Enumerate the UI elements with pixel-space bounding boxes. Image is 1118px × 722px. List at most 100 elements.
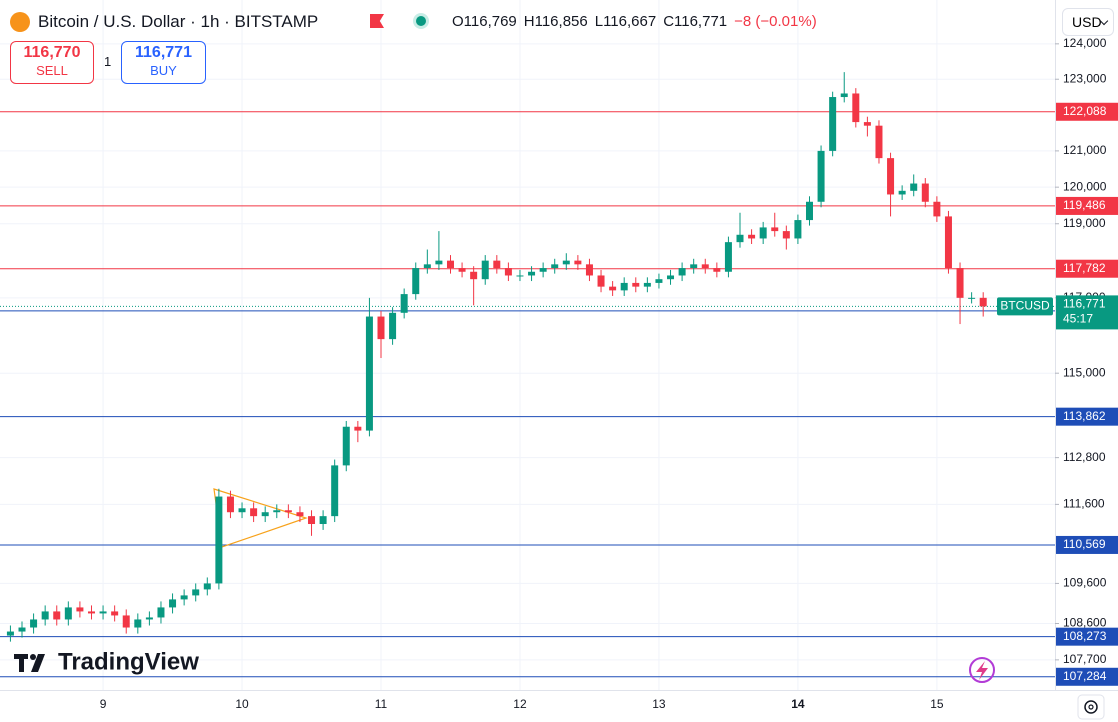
candle-body bbox=[782, 231, 790, 239]
logo-mark bbox=[30, 654, 36, 660]
symbol-label: BTCUSD bbox=[1000, 299, 1050, 313]
last-price-badge bbox=[1056, 295, 1118, 330]
candle-body bbox=[215, 496, 223, 584]
y-tick-label: 121,000 bbox=[1063, 143, 1107, 157]
grid-layer bbox=[0, 0, 1055, 690]
candle-body bbox=[169, 599, 177, 608]
candle-body bbox=[41, 611, 49, 620]
candle-body bbox=[412, 268, 420, 295]
candle-body bbox=[528, 271, 536, 276]
candle-body bbox=[389, 312, 397, 340]
candle-body bbox=[516, 275, 524, 277]
settings-gear-center[interactable] bbox=[1088, 704, 1094, 710]
level-layer bbox=[0, 111, 1055, 678]
logo-text: TradingView bbox=[58, 648, 199, 675]
spread: 1 bbox=[104, 54, 112, 69]
candle-body bbox=[99, 611, 107, 614]
candle-body bbox=[145, 617, 153, 620]
buy-button[interactable]: 116,771 BUY bbox=[121, 41, 206, 84]
currency-label[interactable]: USD bbox=[1072, 14, 1102, 30]
y-tick-label: 109,600 bbox=[1063, 576, 1107, 590]
y-tick-label: 124,000 bbox=[1063, 36, 1107, 50]
ohlc-item: C116,771 bbox=[663, 13, 728, 30]
candle-body bbox=[111, 611, 119, 616]
candle-body bbox=[64, 607, 72, 620]
candle-body bbox=[609, 286, 617, 291]
candle-body bbox=[157, 607, 165, 618]
candle-body bbox=[620, 282, 628, 291]
candle-body bbox=[678, 268, 686, 276]
candle-body bbox=[423, 264, 431, 269]
candle-body bbox=[643, 282, 651, 287]
axis-layer: 124,000123,000121,000120,000119,000117,0… bbox=[100, 36, 1118, 711]
settings-icon[interactable] bbox=[1077, 694, 1105, 720]
y-tick-label: 107,700 bbox=[1063, 652, 1107, 666]
candle-body bbox=[887, 158, 895, 195]
candle-body bbox=[493, 260, 501, 269]
settings-button[interactable] bbox=[1077, 694, 1105, 720]
candle-body bbox=[667, 275, 675, 280]
candle-body bbox=[354, 426, 362, 431]
candle-body bbox=[724, 242, 732, 272]
x-tick-label: 10 bbox=[235, 697, 249, 711]
y-tick-label: 111,600 bbox=[1063, 497, 1105, 511]
candle-body bbox=[921, 183, 929, 202]
ohlc-item: L116,667 bbox=[594, 13, 657, 30]
candle-body bbox=[53, 611, 61, 620]
candle-body bbox=[365, 316, 373, 431]
candle-body bbox=[342, 426, 350, 466]
candle-body bbox=[968, 297, 976, 299]
buy-price[interactable]: 116,771 bbox=[135, 44, 192, 61]
symbol-title[interactable]: Bitcoin / U.S. Dollar · 1h · BITSTAMP bbox=[38, 12, 319, 31]
flag-icon[interactable] bbox=[370, 14, 384, 28]
candle-body bbox=[840, 93, 848, 98]
candle-body bbox=[296, 512, 304, 517]
candle-body bbox=[829, 97, 837, 151]
candle-body bbox=[331, 465, 339, 517]
level-label-bg bbox=[1056, 196, 1118, 215]
settings-gear[interactable] bbox=[1084, 700, 1098, 714]
countdown-label: 45:17 bbox=[1063, 312, 1093, 326]
candle-body bbox=[87, 611, 95, 614]
candle-body bbox=[377, 316, 385, 340]
level-label-bg bbox=[1056, 259, 1118, 278]
market-status bbox=[416, 16, 426, 26]
candle-body bbox=[910, 183, 918, 191]
sell-price[interactable]: 116,770 bbox=[23, 44, 81, 61]
candle-body bbox=[470, 271, 478, 280]
candle-body bbox=[261, 512, 269, 517]
level-label: 119,486 bbox=[1063, 198, 1106, 212]
candle-body bbox=[203, 583, 211, 590]
level-label-bg bbox=[1056, 535, 1118, 554]
candle-body bbox=[817, 150, 825, 202]
icon-ring[interactable] bbox=[969, 657, 995, 683]
sell-label[interactable]: SELL bbox=[36, 63, 68, 78]
level-label: 108,273 bbox=[1063, 629, 1107, 643]
sell-button[interactable]: 116,770 SELL bbox=[10, 41, 94, 84]
assistant-icon[interactable] bbox=[969, 657, 995, 683]
y-tick-label: 123,000 bbox=[1063, 71, 1107, 85]
candle-body bbox=[979, 297, 987, 307]
symbol-badge bbox=[997, 297, 1053, 316]
candle-body bbox=[134, 619, 142, 628]
candle-body bbox=[6, 631, 14, 636]
candle-body bbox=[435, 260, 443, 265]
coin-icon bbox=[10, 12, 30, 32]
candle-body bbox=[18, 627, 26, 632]
candle-body bbox=[180, 595, 188, 600]
candle-body bbox=[76, 607, 84, 612]
level-label: 122,088 bbox=[1063, 104, 1107, 118]
icon-bolt[interactable] bbox=[976, 661, 988, 680]
candle-body bbox=[551, 264, 559, 269]
candle-body bbox=[30, 619, 38, 628]
currency-selector[interactable]: USD bbox=[1062, 8, 1114, 36]
candle-body bbox=[250, 508, 258, 517]
candle-body bbox=[481, 260, 489, 280]
buy-label[interactable]: BUY bbox=[150, 63, 177, 78]
candle-body bbox=[632, 282, 640, 287]
candle-body bbox=[794, 220, 802, 239]
candle-body bbox=[273, 510, 281, 513]
level-label-bg bbox=[1056, 627, 1118, 646]
